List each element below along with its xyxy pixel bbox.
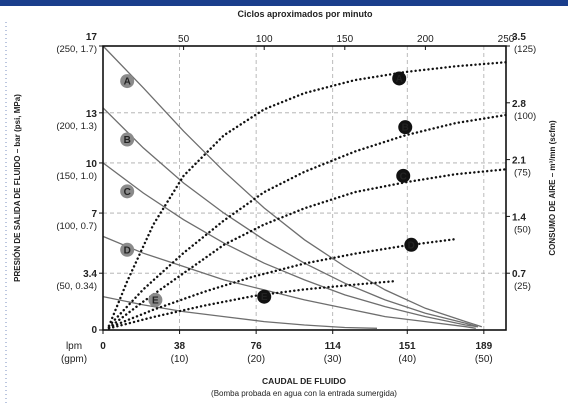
curve-badges: A B C D E A B C D E: [120, 71, 419, 307]
right-tick-sub-2-1: (75): [514, 168, 531, 179]
bottom-tick-label-76: 76: [251, 341, 263, 352]
top-tick-label-200: 200: [417, 34, 434, 45]
pressure-badge-label-A: A: [124, 77, 131, 88]
top-tick-label-150: 150: [336, 34, 353, 45]
left-axis-title: PRESIÓN DE SALIDA DE FLUIDO – bar (psi, …: [13, 94, 22, 282]
right-axis-ticks: 0.7(25) 1.4(50) 2.1(75) 2.8(100) 3.5(125): [506, 32, 536, 292]
pressure-badge-label-D: D: [124, 245, 131, 256]
air-badge-C: [396, 168, 411, 183]
right-tick-label-1-4: 1.4: [512, 212, 526, 223]
pressure-badge-E: [148, 292, 163, 307]
air-badge-label-A: A: [396, 74, 403, 85]
air-badge-label-C: C: [400, 171, 407, 182]
left-tick-label-13: 13: [86, 109, 98, 120]
pressure-curve-A: [102, 45, 482, 328]
top-tick-label-100: 100: [256, 34, 273, 45]
grid: [103, 46, 506, 330]
left-tick-label-10: 10: [86, 159, 98, 170]
left-tick-label-3-4: 3.4: [83, 269, 97, 280]
air-badge-label-D: D: [408, 240, 415, 251]
air-curve-C: [107, 168, 508, 329]
bottom-tick-sub-38: (10): [171, 354, 189, 365]
top-tick-label-250: 250: [498, 34, 515, 45]
top-tick-label-50: 50: [178, 34, 190, 45]
bottom-tick-label-0: 0: [100, 341, 106, 352]
x-unit-label-sub: (gpm): [61, 354, 87, 365]
left-tick-label-0: 0: [91, 325, 97, 336]
plot-frame: [102, 45, 507, 331]
pressure-badge-label-B: B: [124, 135, 131, 146]
pressure-badge-label-C: C: [124, 187, 131, 198]
pressure-curve-C: [102, 162, 478, 328]
right-tick-sub-0-7: (25): [514, 281, 531, 292]
air-curve-B: [107, 113, 508, 328]
pressure-curve-B: [102, 107, 478, 328]
pressure-badge-C: [120, 184, 135, 199]
bottom-tick-label-38: 38: [174, 341, 186, 352]
left-tick-sub-13: (200, 1.3): [56, 121, 97, 132]
chart-top-title: Ciclos aproximados por minuto: [237, 9, 373, 19]
pressure-badge-B: [120, 132, 135, 147]
pressure-curves: [102, 45, 482, 329]
air-curve-A: [107, 61, 508, 328]
air-curve-E: [107, 280, 395, 330]
x-axis-subtitle: (Bomba probada en agua con la entrada su…: [211, 389, 397, 398]
left-tick-sub-7: (100, 0.7): [56, 221, 97, 232]
left-tick-label-7: 7: [91, 209, 97, 220]
right-tick-label-0-7: 0.7: [512, 269, 526, 280]
bottom-tick-sub-151: (40): [398, 354, 416, 365]
pressure-curve-E: [102, 295, 378, 329]
bottom-tick-sub-114: (30): [324, 354, 342, 365]
left-tick-label-17: 17: [86, 32, 98, 43]
air-badge-label-E: E: [261, 292, 268, 303]
pressure-curve-D: [102, 235, 476, 329]
top-axis-ticks: 50 100 150 200 250: [178, 34, 515, 50]
right-tick-label-2-8: 2.8: [512, 99, 526, 110]
air-badge-A: [392, 71, 407, 86]
frame-top-border: [0, 0, 568, 6]
right-axis-title: CONSUMO DE AIRE – m³/mn (scfm): [548, 120, 557, 256]
bottom-tick-sub-76: (20): [247, 354, 265, 365]
air-consumption-curves: [107, 61, 508, 330]
right-tick-label-3-5: 3.5: [512, 32, 526, 43]
left-axis-ticks: 03.4(50, 0.34)7(100, 0.7)10(150, 1.0)13(…: [56, 32, 103, 336]
air-curve-D: [107, 237, 457, 329]
left-tick-sub-10: (150, 1.0): [56, 171, 97, 182]
left-tick-sub-3-4: (50, 0.34): [56, 281, 97, 292]
bottom-tick-label-151: 151: [399, 341, 416, 352]
right-tick-sub-3-5: (125): [514, 44, 536, 55]
x-unit-label: lpm: [66, 341, 82, 352]
pressure-badge-label-E: E: [152, 295, 159, 306]
right-tick-sub-1-4: (50): [514, 224, 531, 235]
right-tick-label-2-1: 2.1: [512, 156, 526, 167]
bottom-tick-label-189: 189: [475, 341, 492, 352]
pressure-badge-D: [120, 242, 135, 257]
bottom-axis-ticks: 0 38 (10) 76 (20) 114 (30) 151 (40) 189 (50): [100, 330, 493, 365]
right-tick-sub-2-8: (100): [514, 111, 536, 122]
bottom-tick-sub-189: (50): [475, 354, 493, 365]
air-badge-label-B: B: [402, 123, 409, 134]
pressure-badge-A: [120, 74, 135, 89]
x-axis-title: CAUDAL DE FLUIDO: [262, 376, 346, 386]
air-badge-B: [398, 120, 413, 135]
bottom-tick-label-114: 114: [325, 341, 342, 352]
air-badge-D: [404, 237, 419, 252]
air-badge-E: [257, 289, 272, 304]
left-tick-sub-17: (250, 1.7): [56, 44, 97, 55]
